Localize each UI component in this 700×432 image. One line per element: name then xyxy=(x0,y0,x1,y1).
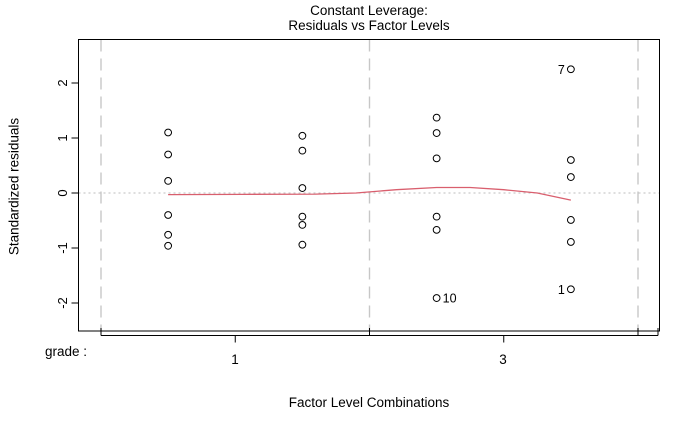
y-tick-label-0: 0 xyxy=(55,189,70,197)
y-tick-label-2: 2 xyxy=(55,79,70,87)
data-point xyxy=(432,212,441,221)
data-point xyxy=(432,154,441,163)
data-point xyxy=(164,150,173,159)
smooth-line xyxy=(168,186,572,201)
data-point xyxy=(298,240,307,249)
data-point xyxy=(298,221,307,229)
y-tick-label-1: 1 xyxy=(55,134,70,142)
data-point xyxy=(566,238,575,246)
chart-title: Constant Leverage: Residuals vs Factor L… xyxy=(78,3,660,33)
data-point xyxy=(164,230,173,239)
data-point xyxy=(566,156,575,164)
data-point xyxy=(432,129,441,137)
data-point xyxy=(164,241,173,250)
data-point xyxy=(164,211,173,219)
data-point xyxy=(566,216,575,224)
data-point xyxy=(298,146,307,155)
data-point xyxy=(432,113,441,122)
factor-axis-label: grade : xyxy=(45,344,88,359)
x-tick-label-group3: 3 xyxy=(499,352,507,367)
y-axis-title: Standardized residuals xyxy=(6,117,22,256)
point-label-1: 1 xyxy=(558,283,565,297)
x-axis-title: Factor Level Combinations xyxy=(288,395,450,410)
data-point xyxy=(164,128,173,137)
data-point xyxy=(432,294,441,302)
data-point xyxy=(164,177,173,185)
data-point xyxy=(566,173,575,181)
chart-title-line2: Residuals vs Factor Levels xyxy=(288,18,450,33)
y-tick-label-neg2: -2 xyxy=(55,297,70,309)
data-point xyxy=(298,131,307,140)
point-label-10: 10 xyxy=(443,292,457,306)
chart-title-line1: Constant Leverage: xyxy=(310,3,428,18)
point-label-7: 7 xyxy=(558,63,565,77)
data-point xyxy=(432,225,441,234)
x-tick-label-group1: 1 xyxy=(231,352,239,367)
data-point xyxy=(298,184,307,192)
data-point xyxy=(566,65,575,74)
data-point xyxy=(566,285,575,294)
y-tick-label-neg1: -1 xyxy=(55,242,70,254)
data-point xyxy=(298,212,307,221)
